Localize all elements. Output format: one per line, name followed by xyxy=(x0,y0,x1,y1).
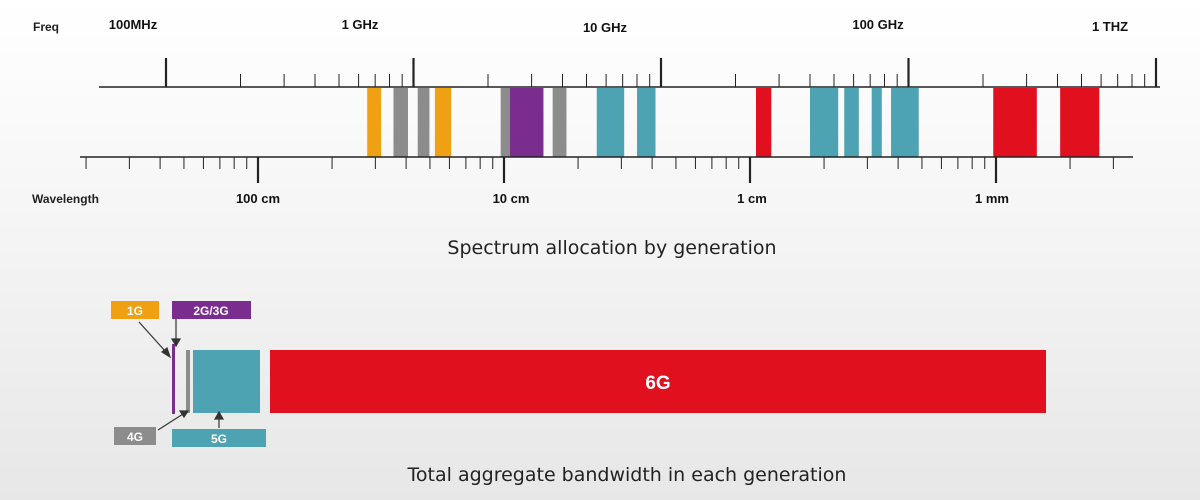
freq-axis-label: Freq xyxy=(33,20,59,34)
spectrum-band-5G-7 xyxy=(596,88,625,157)
arrow-1g-head xyxy=(160,346,172,359)
spectrum-band-5G-8 xyxy=(637,88,656,157)
bandwidth-chart: 6G 1G 2G/3G 4G 5G Total aggregate bandwi… xyxy=(111,301,1046,486)
tag-1g xyxy=(111,301,159,319)
freq-tick-label-1ghz: 1 GHz xyxy=(342,17,379,32)
spectrum-band-5G-12 xyxy=(871,88,882,157)
bandwidth-bar-2g3g xyxy=(172,344,175,414)
spectrum-band-5G-10 xyxy=(810,88,839,157)
tag-4g-label: 4G xyxy=(127,430,143,444)
freq-tick-label-100ghz: 100 GHz xyxy=(852,17,904,32)
wavelength-tick-label-10cm: 10 cm xyxy=(493,191,530,206)
tag-5g-label: 5G xyxy=(211,432,227,446)
spectrum-band-1G-0 xyxy=(367,88,382,157)
freq-tick-label-1thz: 1 THZ xyxy=(1092,19,1128,34)
spectrum-band-5G-11 xyxy=(844,88,859,157)
spectrum-band-6G-9 xyxy=(755,88,772,157)
tag-2g3g xyxy=(172,301,251,319)
wavelength-axis-label: Wavelength xyxy=(32,192,99,206)
wavelength-tick-label-1cm: 1 cm xyxy=(737,191,767,206)
bandwidth-bar-5g xyxy=(193,350,260,413)
bandwidth-bar-4g xyxy=(186,350,190,413)
arrow-2g3g-head xyxy=(170,338,182,348)
arrow-4g xyxy=(157,413,184,431)
bandwidth-caption: Total aggregate bandwidth in each genera… xyxy=(407,464,847,486)
bandwidth-arrows xyxy=(138,319,225,431)
freq-tick-label-100mhz: 100MHz xyxy=(109,17,158,32)
tag-1g-label: 1G xyxy=(127,304,143,318)
tag-5g xyxy=(172,429,266,447)
spectrum-band-4G-4 xyxy=(500,88,510,157)
arrow-5g-head xyxy=(213,410,225,420)
freq-tick-label-10ghz: 10 GHz xyxy=(583,20,628,35)
spectrum-band-4G-6 xyxy=(552,88,567,157)
wavelength-axis xyxy=(80,156,1133,183)
spectrum-bands xyxy=(367,88,1100,157)
spectrum-band-1G-3 xyxy=(434,88,452,157)
spectrum-band-2G3G-5 xyxy=(509,88,544,157)
bandwidth-bar-6g xyxy=(270,350,1046,413)
wavelength-tick-label-1mm: 1 mm xyxy=(975,191,1009,206)
frequency-axis xyxy=(99,58,1160,88)
arrow-1g xyxy=(138,321,167,353)
spectrum-band-6G-14 xyxy=(993,88,1037,157)
tag-2g3g-label: 2G/3G xyxy=(193,304,228,318)
tag-4g xyxy=(114,427,156,445)
spectrum-caption: Spectrum allocation by generation xyxy=(447,237,776,259)
spectrum-band-4G-2 xyxy=(417,88,430,157)
spectrum-chart: Freq Wavelength 100MHz 1 GHz 10 GHz 100 … xyxy=(32,17,1160,259)
spectrum-band-5G-13 xyxy=(891,88,919,157)
spectrum-band-4G-1 xyxy=(393,88,408,157)
arrow-4g-head xyxy=(178,410,190,419)
spectrum-band-6G-15 xyxy=(1060,88,1100,157)
wavelength-tick-label-100cm: 100 cm xyxy=(236,191,280,206)
bandwidth-6g-label: 6G xyxy=(645,373,670,394)
